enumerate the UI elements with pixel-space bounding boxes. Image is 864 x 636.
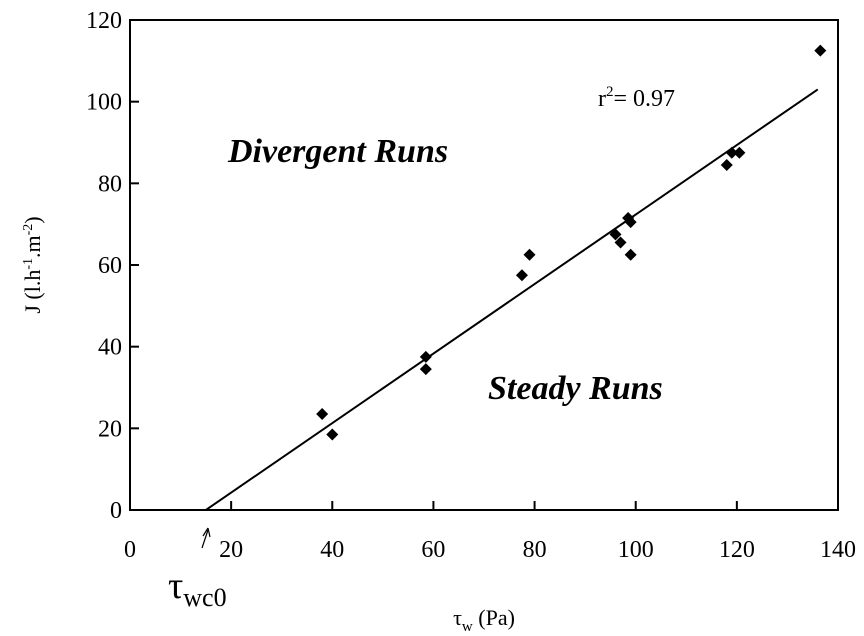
- plot-frame: [129, 19, 839, 511]
- data-point: [624, 248, 637, 261]
- data-point: [515, 269, 528, 282]
- data-point: [725, 146, 738, 159]
- x-tick-label: 100: [618, 537, 654, 563]
- x-tick-label: 60: [421, 537, 445, 563]
- y-axis-title: J (l.h-1.m-2): [20, 216, 45, 313]
- regression-line: [205, 88, 819, 511]
- y-axis: 0 20 40 60 80 100 120: [86, 8, 139, 524]
- data-points: [316, 44, 827, 441]
- r-squared-annotation: r2= 0.97: [598, 84, 675, 112]
- x-tick-label: 120: [719, 537, 755, 563]
- y-tick-label: 120: [86, 8, 122, 34]
- threshold-arrow: [201, 527, 211, 549]
- y-tick-label: 80: [98, 171, 122, 197]
- x-tick-label: 140: [820, 537, 856, 563]
- data-point: [814, 44, 827, 57]
- data-point: [419, 350, 432, 363]
- data-point: [624, 216, 637, 229]
- plot-area: [129, 19, 839, 511]
- x-tick-label: 80: [523, 537, 547, 563]
- divergent-runs-label: Divergent Runs: [227, 133, 448, 170]
- steady-runs-label: Steady Runs: [488, 370, 663, 407]
- data-point: [720, 158, 733, 171]
- y-tick-label: 60: [98, 253, 122, 279]
- x-axis-title: τw (Pa): [453, 605, 515, 635]
- data-point: [609, 228, 622, 241]
- data-point: [316, 408, 329, 421]
- data-point: [523, 248, 536, 261]
- data-point: [326, 428, 339, 441]
- data-point: [733, 146, 746, 159]
- x-tick-label: 20: [219, 537, 243, 563]
- y-tick-label: 0: [110, 498, 122, 524]
- data-point: [419, 363, 432, 376]
- y-tick-label: 20: [98, 416, 122, 442]
- threshold-label: τwc0: [168, 565, 227, 612]
- y-tick-label: 100: [86, 90, 122, 116]
- y-tick-label: 40: [98, 335, 122, 361]
- x-axis: 0 20 40 60 80 100 120 140: [124, 501, 856, 563]
- x-tick-label: 0: [124, 537, 136, 563]
- data-point: [614, 236, 627, 249]
- x-tick-label: 40: [320, 537, 344, 563]
